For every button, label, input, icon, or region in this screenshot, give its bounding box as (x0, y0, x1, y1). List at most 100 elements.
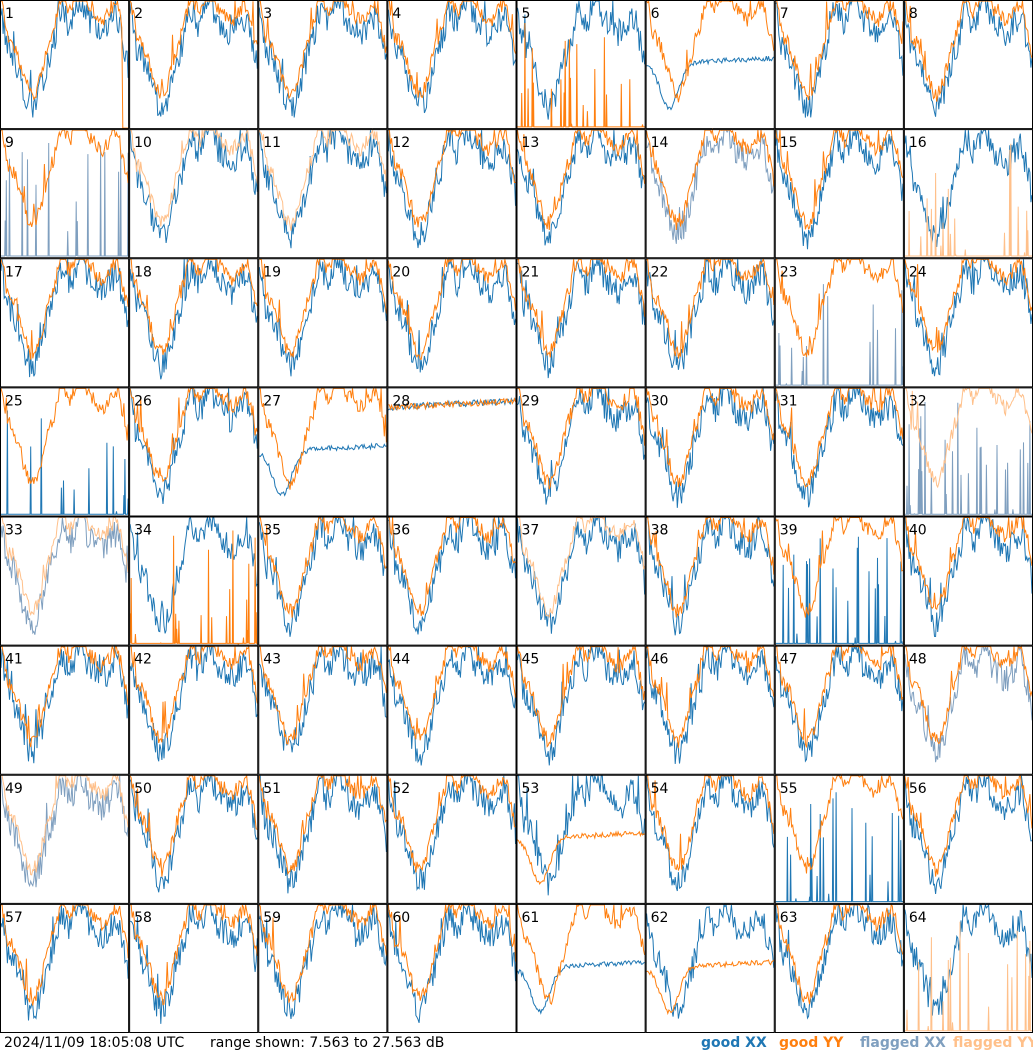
timestamp: 2024/11/09 18:05:08 UTC (4, 1035, 185, 1051)
panel-frame-31 (774, 387, 904, 517)
panel-label-4: 4 (392, 6, 401, 22)
series-yy-13 (517, 129, 646, 230)
series-xx-58 (129, 904, 258, 1024)
panel-frame-14 (645, 129, 775, 259)
panel-label-31: 31 (780, 393, 798, 409)
panel-label-38: 38 (651, 523, 669, 539)
series-xx-61 (517, 960, 645, 1015)
series-yy-29 (517, 387, 646, 490)
panel-label-3: 3 (263, 6, 272, 22)
panel-frame-2 (129, 0, 259, 130)
panel-label-60: 60 (392, 910, 410, 926)
panel-label-37: 37 (522, 523, 540, 539)
panel-label-56: 56 (909, 781, 927, 797)
series-yy-32 (904, 387, 1033, 489)
panel-frame-1 (0, 0, 130, 130)
panel-frame-62 (645, 903, 775, 1033)
series-yy-20 (387, 257, 516, 361)
panel-label-2: 2 (134, 6, 143, 22)
legend-flagged-xx: flagged XX (860, 1035, 946, 1051)
series-yy-23 (775, 258, 904, 358)
panel-frame-59 (258, 903, 388, 1033)
panel-frame-35 (258, 516, 388, 646)
panel-54: 54 (645, 774, 775, 904)
panel-53: 53 (516, 774, 646, 904)
panel-label-57: 57 (5, 910, 23, 926)
panel-35: 35 (258, 516, 388, 646)
series-xx-13 (517, 129, 646, 246)
panel-label-13: 13 (522, 135, 540, 151)
panel-frame-28 (387, 387, 517, 517)
panel-48: 48 (903, 644, 1033, 775)
panel-label-1: 1 (5, 6, 14, 22)
series-xx-55 (775, 792, 904, 903)
panel-34: 34 (129, 515, 259, 646)
series-yy-25 (0, 387, 129, 485)
panel-frame-12 (387, 129, 517, 259)
panel-label-21: 21 (522, 264, 540, 280)
series-xx-57 (0, 903, 129, 1021)
series-yy-34 (129, 530, 258, 645)
panel-frame-42 (129, 645, 259, 775)
panel-frame-46 (645, 645, 775, 775)
series-xx-8 (904, 0, 1033, 117)
panel-label-22: 22 (651, 264, 669, 280)
series-yy-11 (258, 128, 387, 231)
series-yy-53 (517, 830, 645, 886)
panel-label-24: 24 (909, 264, 927, 280)
series-xx-39 (775, 536, 904, 646)
panel-label-51: 51 (263, 781, 281, 797)
series-xx-41 (0, 646, 129, 764)
panel-label-46: 46 (651, 652, 669, 668)
series-yy-59 (258, 902, 387, 1003)
panel-6: 6 (645, 0, 775, 130)
series-xx-7 (775, 0, 904, 118)
series-yy-60 (387, 903, 516, 1001)
series-yy-31 (775, 387, 904, 488)
series-xx-10 (129, 129, 258, 243)
series-xx-6 (646, 55, 775, 111)
series-xx-21 (517, 259, 646, 379)
panel-frame-11 (258, 129, 388, 259)
series-yy-27 (259, 386, 387, 490)
panel-frame-52 (387, 774, 517, 904)
series-yy-46 (646, 645, 775, 748)
panel-26: 26 (129, 387, 259, 517)
panel-frame-49 (0, 774, 130, 904)
panel-7: 7 (774, 0, 904, 130)
series-xx-33 (0, 517, 129, 635)
panel-label-42: 42 (134, 652, 152, 668)
panel-label-14: 14 (651, 135, 669, 151)
panel-52: 52 (387, 774, 517, 904)
series-yy-30 (646, 387, 775, 488)
panel-label-61: 61 (522, 910, 540, 926)
panel-42: 42 (129, 644, 259, 775)
panel-label-11: 11 (263, 135, 281, 151)
panel-label-34: 34 (134, 523, 152, 539)
panel-frame-19 (258, 258, 388, 388)
series-yy-35 (259, 516, 387, 618)
series-xx-42 (129, 646, 258, 762)
series-yy-55 (775, 773, 904, 874)
series-yy-57 (1, 904, 129, 1006)
series-xx-20 (387, 258, 516, 373)
panel-label-48: 48 (909, 652, 927, 668)
panel-frame-22 (645, 258, 775, 388)
panel-frame-4 (387, 0, 517, 130)
series-yy-17 (0, 258, 129, 360)
series-yy-51 (258, 775, 387, 876)
panel-frame-27 (258, 387, 388, 517)
panel-62: 62 (645, 903, 775, 1033)
panel-frame-10 (129, 129, 259, 259)
panel-frame-23 (774, 258, 904, 388)
panel-30: 30 (645, 387, 775, 517)
panel-frame-44 (387, 645, 517, 775)
series-xx-9 (1, 142, 130, 257)
panel-frame-61 (516, 903, 646, 1033)
panel-frame-37 (516, 516, 646, 646)
panel-frame-39 (774, 516, 904, 646)
series-xx-14 (646, 129, 775, 244)
series-xx-23 (775, 284, 904, 386)
panel-14: 14 (645, 128, 775, 259)
series-xx-34 (129, 515, 258, 634)
